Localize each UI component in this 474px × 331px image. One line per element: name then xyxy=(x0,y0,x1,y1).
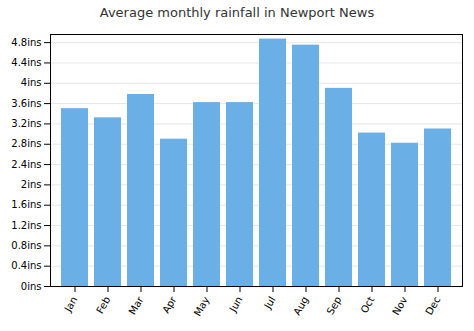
svg-text:1.2ins: 1.2ins xyxy=(11,220,41,231)
svg-text:0ins: 0ins xyxy=(21,281,42,292)
svg-text:2.4ins: 2.4ins xyxy=(11,159,41,170)
svg-text:4ins: 4ins xyxy=(21,77,42,88)
svg-text:Oct: Oct xyxy=(358,295,376,316)
html-text:Average monthly rainfall in Ne: Average monthly rainfall in Newport News xyxy=(99,5,375,20)
svg-text:3.2ins: 3.2ins xyxy=(11,118,41,129)
svg-text:Jul: Jul xyxy=(261,295,277,312)
svg-text:Jun: Jun xyxy=(227,295,245,315)
svg-text:3.6ins: 3.6ins xyxy=(11,98,41,109)
svg-text:2ins: 2ins xyxy=(21,179,42,190)
svg-text:2.8ins: 2.8ins xyxy=(11,138,41,149)
svg-text:1.6ins: 1.6ins xyxy=(11,199,41,210)
svg-text:Feb: Feb xyxy=(94,295,112,316)
svg-text:Apr: Apr xyxy=(160,294,179,315)
svg-text:Aug: Aug xyxy=(291,295,310,317)
svg-text:Sep: Sep xyxy=(325,295,344,317)
svg-text:May: May xyxy=(192,295,212,318)
svg-text:0.8ins: 0.8ins xyxy=(11,240,41,251)
svg-text:Nov: Nov xyxy=(390,295,409,317)
svg-text:0.4ins: 0.4ins xyxy=(11,260,41,271)
svg-text:Mar: Mar xyxy=(127,294,146,317)
svg-text:Dec: Dec xyxy=(423,295,442,317)
svg-text:4.4ins: 4.4ins xyxy=(11,57,41,68)
svg-text:4.8ins: 4.8ins xyxy=(11,37,41,48)
svg-text:Jan: Jan xyxy=(62,295,80,315)
